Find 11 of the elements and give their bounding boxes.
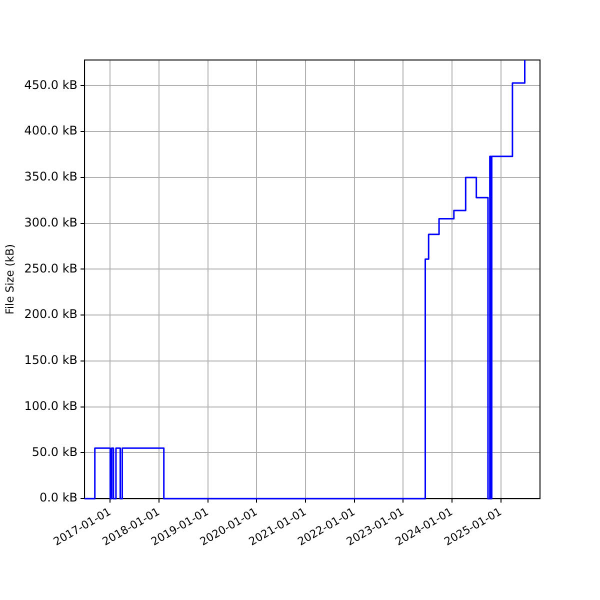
- y-tick-label: 0.0 kB: [39, 490, 78, 505]
- y-tick-label: 250.0 kB: [24, 261, 78, 276]
- y-tick-label: 100.0 kB: [24, 398, 78, 413]
- y-tick-label: 300.0 kB: [24, 215, 78, 230]
- y-tick-label: 350.0 kB: [24, 170, 78, 184]
- y-axis-title: File Size (kB): [3, 244, 16, 315]
- y-tick-label: 50.0 kB: [32, 444, 78, 459]
- y-tick-label: 450.0 kB: [24, 78, 78, 92]
- y-tick-label: 150.0 kB: [24, 353, 78, 368]
- y-tick-label: 200.0 kB: [24, 307, 78, 322]
- y-tick-label: 400.0 kB: [24, 124, 78, 138]
